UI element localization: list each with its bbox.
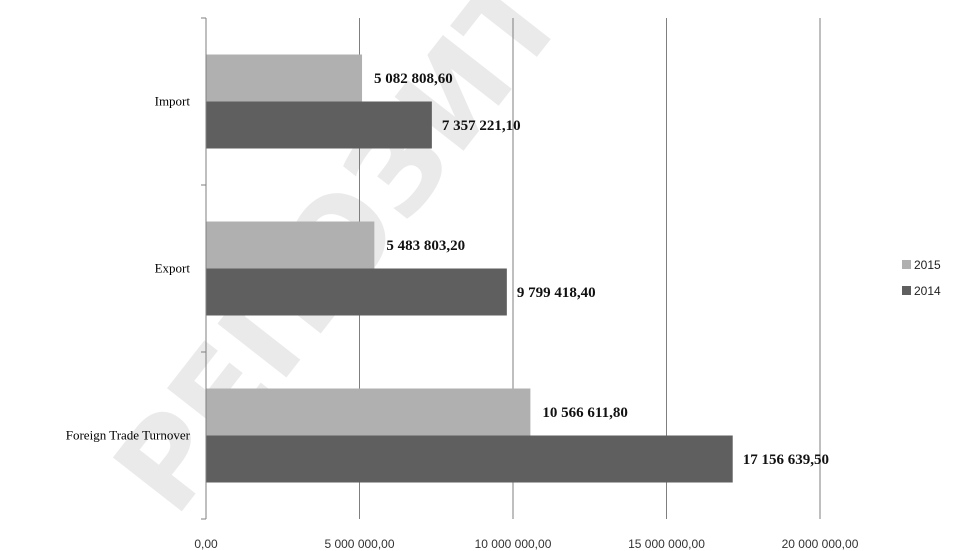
category-label: Export xyxy=(155,261,191,276)
data-label: 17 156 639,50 xyxy=(743,452,829,468)
legend-label: 2015 xyxy=(914,258,941,272)
bar-2014-1 xyxy=(206,268,507,316)
bar-2014-2 xyxy=(206,435,733,483)
x-tick-label: 10 000 000,00 xyxy=(475,537,552,551)
bar-2015-1 xyxy=(206,221,375,269)
data-label: 9 799 418,40 xyxy=(517,285,596,301)
data-label: 10 566 611,80 xyxy=(542,405,627,421)
data-label: 7 357 221,10 xyxy=(442,118,521,134)
x-tick-label: 5 000 000,00 xyxy=(324,537,394,551)
legend-swatch-2014 xyxy=(902,286,911,295)
bar-2015-0 xyxy=(206,54,363,102)
bar-2014-0 xyxy=(206,101,432,149)
data-label: 5 082 808,60 xyxy=(374,71,453,87)
legend-swatch-2015 xyxy=(902,260,911,269)
bars xyxy=(206,54,733,483)
x-tick-label: 15 000 000,00 xyxy=(628,537,705,551)
category-label: Import xyxy=(155,94,191,109)
x-tick-label: 20 000 000,00 xyxy=(782,537,859,551)
axes xyxy=(201,17,207,520)
legend-label: 2014 xyxy=(914,284,941,298)
bar-2015-2 xyxy=(206,388,531,436)
data-label: 5 483 803,20 xyxy=(386,238,465,254)
labels: 0,00 5 000 000,00 10 000 000,00 15 000 000,… xyxy=(66,71,859,551)
x-tick-label: 0,00 xyxy=(194,537,218,551)
legend: 2015 2014 xyxy=(902,258,941,298)
category-label: Foreign Trade Turnover xyxy=(66,428,191,443)
